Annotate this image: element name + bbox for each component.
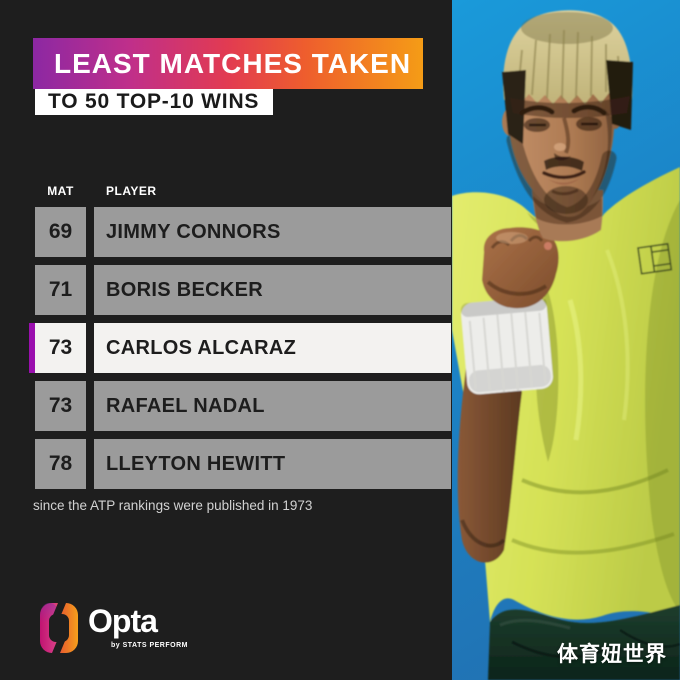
- opta-logo-text: Opta: [88, 603, 158, 639]
- mat-cell: 69: [35, 207, 86, 257]
- watermark-text: 体育妞世界: [557, 643, 667, 666]
- player-arm: [457, 366, 522, 563]
- mat-cell: 78: [35, 439, 86, 489]
- page-title: LEAST MATCHES TAKEN: [54, 47, 412, 79]
- column-header-mat: MAT: [47, 184, 74, 198]
- mat-cell: 71: [35, 265, 86, 315]
- table-column-headers: MAT PLAYER: [35, 184, 451, 200]
- mat-cell: 73: [35, 381, 86, 431]
- player-cell: BORIS BECKER: [94, 265, 451, 315]
- table-row: 69 JIMMY CONNORS: [35, 207, 451, 257]
- player-cell: JIMMY CONNORS: [94, 207, 451, 257]
- mat-cell: 73: [35, 323, 86, 373]
- title-banner: LEAST MATCHES TAKEN: [33, 38, 423, 89]
- opta-logo: Opta by STATS PERFORM: [40, 603, 200, 657]
- player-cell: RAFAEL NADAL: [94, 381, 451, 431]
- footnote: since the ATP rankings were published in…: [33, 498, 313, 513]
- player-photo: 体育妞世界: [452, 0, 680, 680]
- column-header-player: PLAYER: [106, 184, 157, 198]
- opta-logo-subtext: by STATS PERFORM: [111, 642, 188, 649]
- player-cell: CARLOS ALCARAZ: [94, 323, 451, 373]
- page-subtitle: TO 50 TOP-10 WINS: [35, 89, 274, 115]
- shirt-court-logo: [637, 242, 673, 275]
- table-body: 69 JIMMY CONNORS 71 BORIS BECKER 73 CARLOS AL…: [29, 207, 451, 497]
- shorts: [488, 605, 680, 680]
- highlight-bar: [29, 323, 35, 373]
- table-row: 71 BORIS BECKER: [35, 265, 451, 315]
- player-cell: LLEYTON HEWITT: [94, 439, 451, 489]
- opta-logo-icon: [40, 603, 78, 653]
- table-row: 73 RAFAEL NADAL: [35, 381, 451, 431]
- table-row: 78 LLEYTON HEWITT: [35, 439, 451, 489]
- table-row: 73 CARLOS ALCARAZ: [29, 323, 451, 373]
